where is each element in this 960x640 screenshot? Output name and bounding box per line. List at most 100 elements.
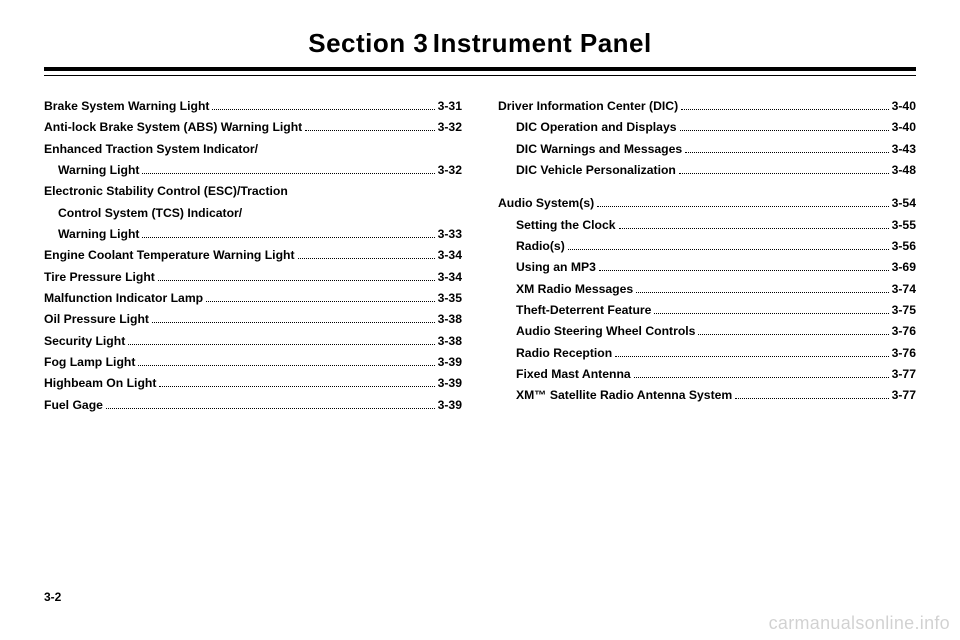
toc-leader-dots — [634, 371, 889, 378]
toc-label: Electronic Stability Control (ESC)/Tract… — [44, 181, 288, 202]
toc-entry: Fog Lamp Light 3-39 — [44, 352, 462, 373]
toc-label: Malfunction Indicator Lamp — [44, 288, 203, 309]
toc-leader-dots — [206, 295, 434, 302]
toc-entry: Using an MP3 3-69 — [498, 257, 916, 278]
toc-entry: Audio System(s) 3-54 — [498, 193, 916, 214]
toc-label: Enhanced Traction System Indicator/ — [44, 139, 258, 160]
toc-entry: Security Light 3-38 — [44, 331, 462, 352]
toc-leader-dots — [138, 359, 434, 366]
toc-page-ref: 3-76 — [892, 321, 916, 342]
toc-entry: DIC Vehicle Personalization3-48 — [498, 160, 916, 181]
toc-label: DIC Warnings and Messages — [516, 139, 682, 160]
toc-page-ref: 3-43 — [892, 139, 916, 160]
toc-page-ref: 3-55 — [892, 215, 916, 236]
toc-entry: Setting the Clock 3-55 — [498, 215, 916, 236]
toc-page-ref: 3-32 — [438, 117, 462, 138]
toc-entry: Control System (TCS) Indicator/ — [44, 203, 462, 224]
toc-label: Fixed Mast Antenna — [516, 364, 631, 385]
toc-leader-dots — [305, 125, 434, 132]
toc-page-ref: 3-54 — [892, 193, 916, 214]
toc-page-ref: 3-38 — [438, 331, 462, 352]
toc-column-right: Driver Information Center (DIC)3-40DIC O… — [498, 96, 916, 419]
toc-label: Tire Pressure Light — [44, 267, 155, 288]
toc-group: Driver Information Center (DIC)3-40DIC O… — [498, 96, 916, 181]
toc-entry: Anti-lock Brake System (ABS) Warning Lig… — [44, 117, 462, 138]
toc-page-ref: 3-32 — [438, 160, 462, 181]
toc-label: XM™ Satellite Radio Antenna System — [516, 385, 732, 406]
section-header: Section 3 Instrument Panel — [44, 28, 916, 59]
toc-columns: Brake System Warning Light3-31Anti-lock … — [44, 96, 916, 419]
toc-page-ref: 3-34 — [438, 245, 462, 266]
toc-leader-dots — [568, 243, 889, 250]
toc-label: Oil Pressure Light — [44, 309, 149, 330]
toc-entry: Engine Coolant Temperature Warning Light… — [44, 245, 462, 266]
toc-label: Warning Light — [58, 160, 139, 181]
section-label: Section 3 — [308, 28, 428, 58]
toc-entry: Theft-Deterrent Feature3-75 — [498, 300, 916, 321]
toc-label: Security Light — [44, 331, 125, 352]
section-title: Instrument Panel — [433, 28, 652, 58]
toc-label: Anti-lock Brake System (ABS) Warning Lig… — [44, 117, 302, 138]
toc-label: Audio System(s) — [498, 193, 594, 214]
toc-entry: Tire Pressure Light3-34 — [44, 267, 462, 288]
watermark: carmanualsonline.info — [769, 613, 950, 634]
toc-leader-dots — [159, 381, 434, 388]
toc-entry: XM™ Satellite Radio Antenna System 3-77 — [498, 385, 916, 406]
toc-leader-dots — [679, 167, 889, 174]
toc-entry: Brake System Warning Light3-31 — [44, 96, 462, 117]
toc-leader-dots — [685, 146, 888, 153]
toc-leader-dots — [681, 103, 888, 110]
toc-leader-dots — [142, 167, 434, 174]
toc-leader-dots — [158, 274, 435, 281]
toc-leader-dots — [615, 350, 888, 357]
toc-page-ref: 3-38 — [438, 309, 462, 330]
toc-page-ref: 3-40 — [892, 96, 916, 117]
manual-page: Section 3 Instrument Panel Brake System … — [0, 0, 960, 419]
toc-page-ref: 3-39 — [438, 373, 462, 394]
toc-label: Using an MP3 — [516, 257, 596, 278]
toc-entry: Oil Pressure Light 3-38 — [44, 309, 462, 330]
toc-page-ref: 3-56 — [892, 236, 916, 257]
toc-label: Setting the Clock — [516, 215, 616, 236]
toc-entry: Warning Light 3-33 — [44, 224, 462, 245]
toc-label: Theft-Deterrent Feature — [516, 300, 651, 321]
toc-label: Warning Light — [58, 224, 139, 245]
toc-entry: Highbeam On Light 3-39 — [44, 373, 462, 394]
toc-page-ref: 3-77 — [892, 364, 916, 385]
toc-leader-dots — [698, 329, 888, 336]
toc-label: Highbeam On Light — [44, 373, 156, 394]
toc-label: Brake System Warning Light — [44, 96, 209, 117]
toc-label: Control System (TCS) Indicator/ — [58, 203, 242, 224]
toc-page-ref: 3-69 — [892, 257, 916, 278]
toc-entry: Malfunction Indicator Lamp 3-35 — [44, 288, 462, 309]
toc-label: Fog Lamp Light — [44, 352, 135, 373]
toc-entry: Radio(s) 3-56 — [498, 236, 916, 257]
divider-thin — [44, 75, 916, 76]
toc-page-ref: 3-35 — [438, 288, 462, 309]
toc-page-ref: 3-74 — [892, 279, 916, 300]
toc-column-left: Brake System Warning Light3-31Anti-lock … — [44, 96, 462, 419]
toc-label: DIC Operation and Displays — [516, 117, 677, 138]
toc-entry: DIC Warnings and Messages 3-43 — [498, 139, 916, 160]
toc-page-ref: 3-77 — [892, 385, 916, 406]
divider-thick — [44, 67, 916, 71]
toc-label: Engine Coolant Temperature Warning Light — [44, 245, 295, 266]
toc-label: Radio Reception — [516, 343, 612, 364]
toc-entry: Enhanced Traction System Indicator/ — [44, 139, 462, 160]
toc-leader-dots — [636, 286, 888, 293]
toc-leader-dots — [142, 231, 434, 238]
toc-page-ref: 3-40 — [892, 117, 916, 138]
toc-leader-dots — [735, 393, 888, 400]
toc-entry: Audio Steering Wheel Controls3-76 — [498, 321, 916, 342]
toc-label: Driver Information Center (DIC) — [498, 96, 678, 117]
toc-page-ref: 3-39 — [438, 395, 462, 416]
toc-entry: Warning Light 3-32 — [44, 160, 462, 181]
toc-label: Radio(s) — [516, 236, 565, 257]
toc-page-ref: 3-39 — [438, 352, 462, 373]
toc-entry: Electronic Stability Control (ESC)/Tract… — [44, 181, 462, 202]
toc-leader-dots — [680, 125, 889, 132]
toc-leader-dots — [106, 402, 435, 409]
toc-entry: DIC Operation and Displays 3-40 — [498, 117, 916, 138]
toc-page-ref: 3-33 — [438, 224, 462, 245]
toc-entry: Driver Information Center (DIC) 3-40 — [498, 96, 916, 117]
